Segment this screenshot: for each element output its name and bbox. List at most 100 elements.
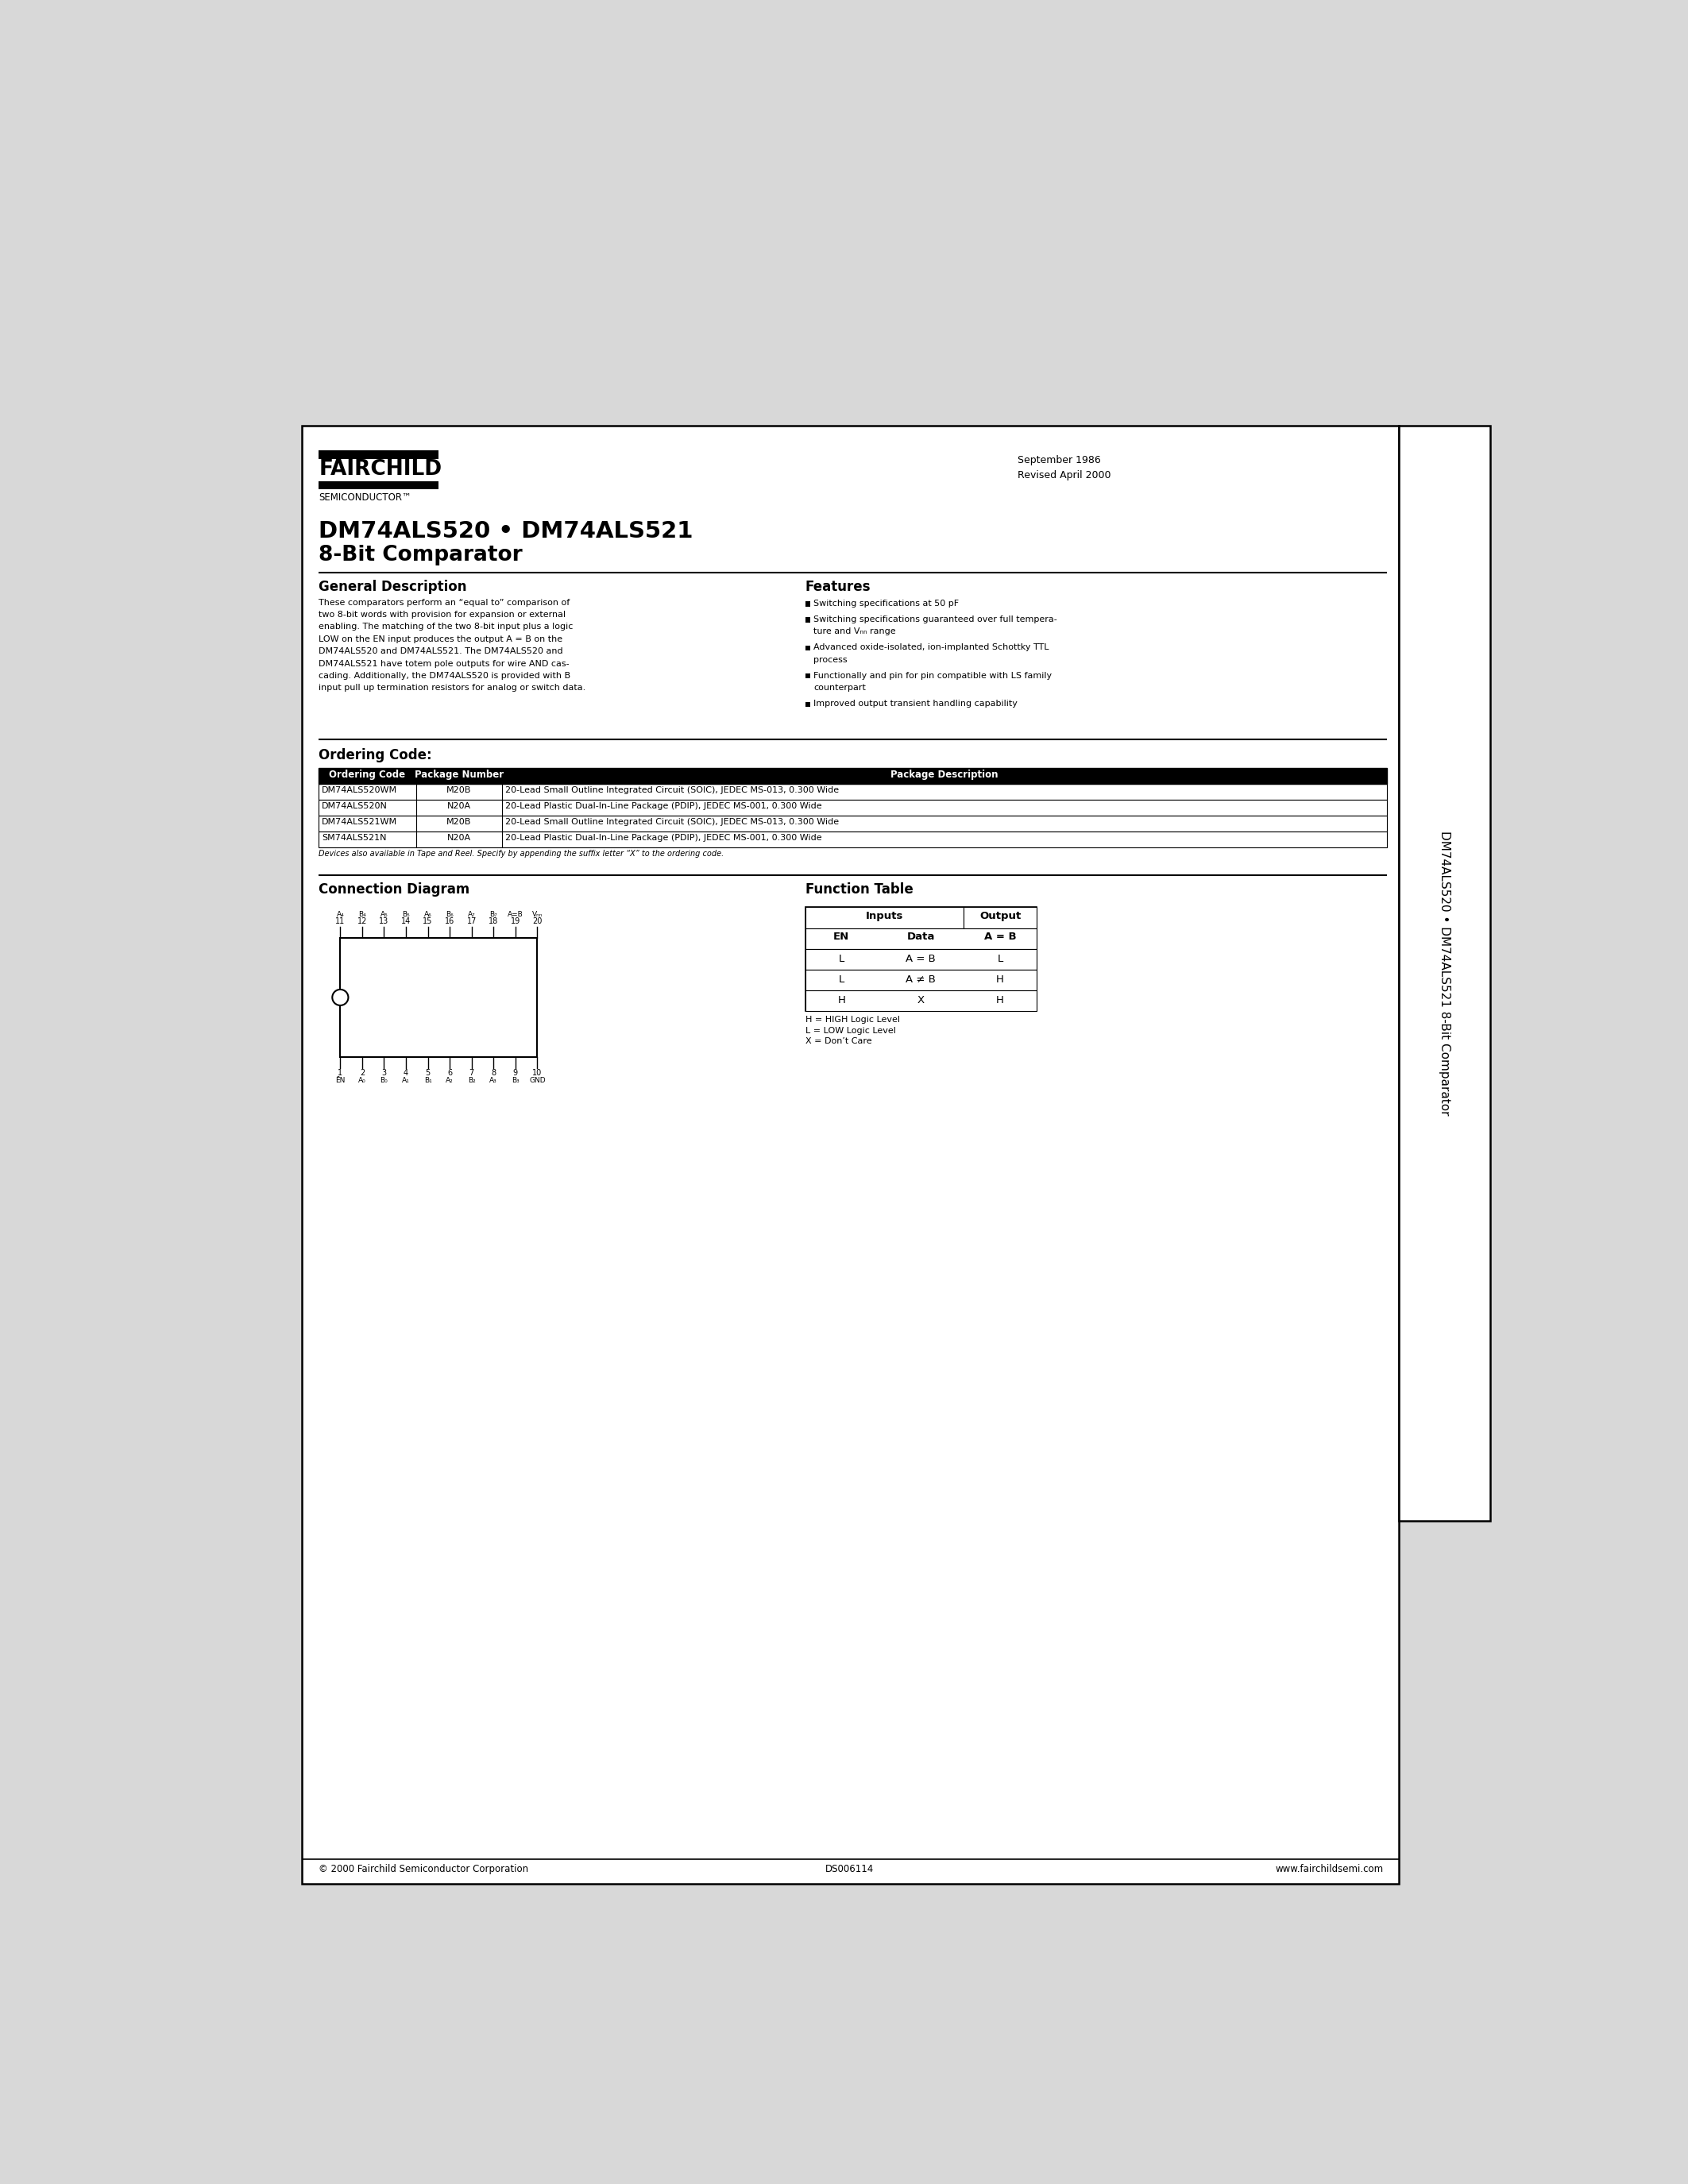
Text: enabling. The matching of the two 8-bit input plus a logic: enabling. The matching of the two 8-bit … (319, 622, 574, 631)
Text: Features: Features (805, 581, 871, 594)
Text: L: L (839, 954, 844, 963)
Text: Improved output transient handling capability: Improved output transient handling capab… (814, 699, 1018, 708)
Text: Ordering Code:: Ordering Code: (319, 749, 432, 762)
Text: A₆: A₆ (424, 911, 432, 917)
Text: 14: 14 (402, 917, 410, 926)
Text: DM74ALS520 • DM74ALS521 8-Bit Comparator: DM74ALS520 • DM74ALS521 8-Bit Comparator (1438, 830, 1450, 1116)
Text: SEMICONDUCTOR™: SEMICONDUCTOR™ (319, 491, 412, 502)
Text: Ordering Code: Ordering Code (329, 769, 405, 780)
Text: 8: 8 (491, 1070, 496, 1077)
Text: 9: 9 (513, 1070, 518, 1077)
Text: These comparators perform an “equal to” comparison of: These comparators perform an “equal to” … (319, 598, 571, 607)
Text: process: process (814, 655, 847, 664)
Text: Switching specifications at 50 pF: Switching specifications at 50 pF (814, 601, 959, 607)
Text: A ≠ B: A ≠ B (906, 974, 935, 985)
Text: DM74ALS520WM: DM74ALS520WM (322, 786, 397, 795)
Bar (805, 989, 1036, 1011)
Text: B₄: B₄ (358, 911, 366, 917)
Text: SM74ALS521N: SM74ALS521N (322, 834, 387, 841)
Text: A₂: A₂ (446, 1077, 454, 1083)
Text: General Description: General Description (319, 581, 468, 594)
Circle shape (333, 989, 348, 1005)
Bar (805, 601, 810, 607)
Text: A = B: A = B (906, 954, 935, 963)
Text: H = HIGH Logic Level: H = HIGH Logic Level (805, 1016, 900, 1024)
Text: DM74ALS521 have totem pole outputs for wire AND cas-: DM74ALS521 have totem pole outputs for w… (319, 660, 569, 668)
Bar (1399, 426, 1491, 1520)
Text: H: H (996, 996, 1004, 1005)
Text: 15: 15 (424, 917, 432, 926)
Text: 16: 16 (446, 917, 454, 926)
Text: GND: GND (528, 1077, 545, 1083)
Text: Switching specifications guaranteed over full tempera-: Switching specifications guaranteed over… (814, 616, 1057, 622)
Bar (805, 701, 810, 708)
Text: 5: 5 (425, 1070, 430, 1077)
Text: A₃: A₃ (490, 1077, 498, 1083)
Text: A = B: A = B (984, 933, 1016, 941)
Text: B₃: B₃ (511, 1077, 520, 1083)
Bar (319, 799, 1388, 815)
Bar (341, 937, 537, 1057)
Text: Package Number: Package Number (415, 769, 503, 780)
Text: two 8-bit words with provision for expansion or external: two 8-bit words with provision for expan… (319, 612, 565, 618)
Text: DM74ALS520 • DM74ALS521: DM74ALS520 • DM74ALS521 (319, 520, 694, 542)
Text: 17: 17 (466, 917, 476, 926)
Text: Vₙₙ: Vₙₙ (532, 911, 542, 917)
Text: B₁: B₁ (424, 1077, 432, 1083)
Text: FAIRCHILD: FAIRCHILD (319, 459, 442, 480)
Text: M20B: M20B (447, 786, 471, 795)
Text: 20-Lead Small Outline Integrated Circuit (SOIC), JEDEC MS-013, 0.300 Wide: 20-Lead Small Outline Integrated Circuit… (505, 819, 839, 826)
Text: 20: 20 (532, 917, 542, 926)
Bar (319, 480, 439, 489)
Text: L = LOW Logic Level: L = LOW Logic Level (805, 1026, 896, 1035)
Text: 20-Lead Small Outline Integrated Circuit (SOIC), JEDEC MS-013, 0.300 Wide: 20-Lead Small Outline Integrated Circuit… (505, 786, 839, 795)
Text: Output: Output (979, 911, 1021, 922)
Text: 20-Lead Plastic Dual-In-Line Package (PDIP), JEDEC MS-001, 0.300 Wide: 20-Lead Plastic Dual-In-Line Package (PD… (505, 802, 822, 810)
Text: Connection Diagram: Connection Diagram (319, 882, 469, 895)
Text: www.fairchildsemi.com: www.fairchildsemi.com (1276, 1865, 1384, 1874)
Bar (319, 815, 1388, 832)
Bar (964, 906, 1036, 928)
Text: DM74ALS520N: DM74ALS520N (322, 802, 388, 810)
Text: B₆: B₆ (446, 911, 454, 917)
Text: B₂: B₂ (468, 1077, 476, 1083)
Text: Devices also available in Tape and Reel. Specify by appending the suffix letter : Devices also available in Tape and Reel.… (319, 850, 724, 858)
Bar (805, 906, 1036, 1011)
Text: 20-Lead Plastic Dual-In-Line Package (PDIP), JEDEC MS-001, 0.300 Wide: 20-Lead Plastic Dual-In-Line Package (PD… (505, 834, 822, 841)
Text: DS006114: DS006114 (825, 1865, 874, 1874)
Text: September 1986: September 1986 (1018, 454, 1101, 465)
Text: input pull up termination resistors for analog or switch data.: input pull up termination resistors for … (319, 684, 586, 692)
Text: 3: 3 (381, 1070, 387, 1077)
Text: N20A: N20A (447, 802, 471, 810)
Text: Revised April 2000: Revised April 2000 (1018, 470, 1111, 480)
Bar (319, 784, 1388, 799)
Bar (805, 906, 964, 928)
Text: X = Don’t Care: X = Don’t Care (805, 1037, 871, 1044)
Text: A₁: A₁ (402, 1077, 410, 1083)
Text: EN: EN (834, 933, 849, 941)
Text: 7: 7 (469, 1070, 474, 1077)
Bar (805, 646, 810, 651)
Bar (319, 769, 1388, 784)
Text: DM74ALS520 and DM74ALS521. The DM74ALS520 and: DM74ALS520 and DM74ALS521. The DM74ALS52… (319, 646, 564, 655)
Text: B₀: B₀ (380, 1077, 388, 1083)
Text: 10: 10 (532, 1070, 542, 1077)
Text: B₇: B₇ (490, 911, 498, 917)
Text: cading. Additionally, the DM74ALS520 is provided with B: cading. Additionally, the DM74ALS520 is … (319, 673, 571, 679)
Text: Inputs: Inputs (866, 911, 903, 922)
Text: X: X (917, 996, 925, 1005)
Text: A=B: A=B (508, 911, 523, 917)
Text: 6: 6 (447, 1070, 452, 1077)
Text: 8-Bit Comparator: 8-Bit Comparator (319, 544, 523, 566)
Bar (319, 832, 1388, 847)
Text: H: H (996, 974, 1004, 985)
Bar (319, 450, 439, 459)
Bar (805, 948, 1036, 970)
Text: Advanced oxide-isolated, ion-implanted Schottky TTL: Advanced oxide-isolated, ion-implanted S… (814, 644, 1050, 651)
Text: A₄: A₄ (336, 911, 344, 917)
Text: N20A: N20A (447, 834, 471, 841)
Bar (805, 928, 1036, 948)
Text: © 2000 Fairchild Semiconductor Corporation: © 2000 Fairchild Semiconductor Corporati… (319, 1865, 528, 1874)
Text: 19: 19 (510, 917, 520, 926)
Bar (805, 618, 810, 622)
